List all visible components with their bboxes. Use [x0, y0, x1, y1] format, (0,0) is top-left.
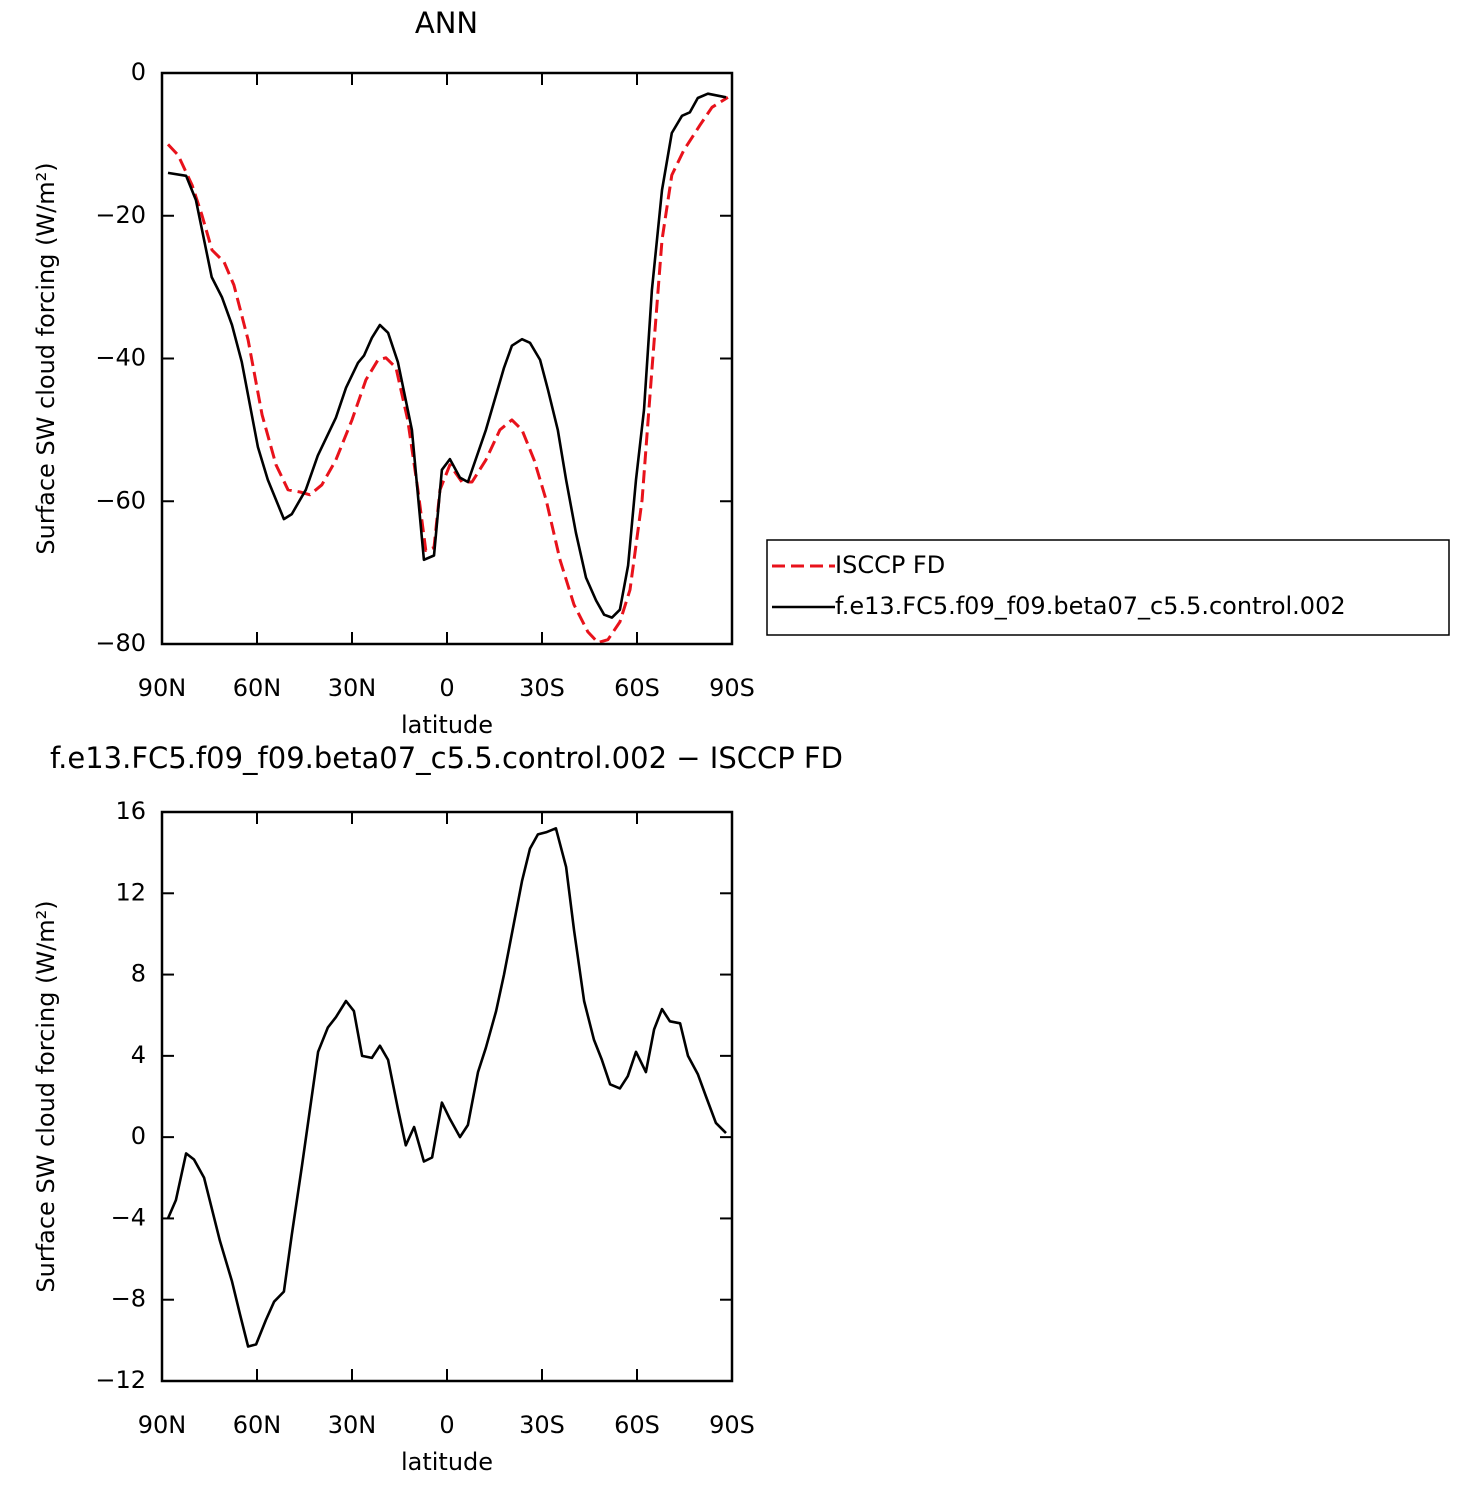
x-tick-label: 60S — [614, 674, 660, 702]
y-tick-label: −80 — [95, 629, 146, 657]
legend-box — [766, 539, 1450, 636]
y-tick-label: −8 — [111, 1285, 146, 1313]
plot-frame — [160, 810, 734, 1383]
x-tick-label: 60S — [614, 1411, 660, 1439]
series-line — [166, 827, 727, 1348]
x-tick-label: 30S — [519, 1411, 565, 1439]
y-axis-label: Surface SW cloud forcing (W/m²) — [32, 900, 60, 1292]
y-tick-label: −4 — [111, 1203, 146, 1231]
x-tick-label: 90N — [138, 1411, 187, 1439]
y-axis-label: Surface SW cloud forcing (W/m²) — [32, 162, 60, 554]
chart-title: ANN — [415, 6, 478, 40]
x-tick-label: 60N — [233, 674, 282, 702]
x-tick-label: 90S — [709, 674, 755, 702]
y-tick-label: 4 — [131, 1041, 146, 1069]
x-tick-label: 0 — [439, 1411, 454, 1439]
x-tick-label: 0 — [439, 674, 454, 702]
legend-label: f.e13.FC5.f09_f09.beta07_c5.5.control.00… — [835, 592, 1346, 620]
plot-frame — [160, 71, 734, 646]
x-axis-label: latitude — [401, 711, 493, 739]
y-tick-label: 12 — [115, 878, 146, 906]
x-tick-label: 30S — [519, 674, 565, 702]
y-tick-label: 16 — [115, 797, 146, 825]
series-line — [166, 96, 729, 645]
x-tick-label: 30N — [328, 1411, 377, 1439]
x-tick-label: 30N — [328, 674, 377, 702]
y-tick-label: −60 — [95, 486, 146, 514]
chart-title: f.e13.FC5.f09_f09.beta07_c5.5.control.00… — [50, 741, 843, 775]
y-tick-label: −20 — [95, 201, 146, 229]
x-tick-label: 90N — [138, 674, 187, 702]
x-tick-label: 90S — [709, 1411, 755, 1439]
x-tick-label: 60N — [233, 1411, 282, 1439]
legend-label: ISCCP FD — [835, 551, 945, 579]
y-tick-label: −12 — [95, 1366, 146, 1394]
y-tick-label: −40 — [95, 344, 146, 372]
y-tick-label: 0 — [131, 1122, 146, 1150]
y-tick-label: 0 — [131, 58, 146, 86]
x-axis-label: latitude — [401, 1448, 493, 1476]
series-line — [167, 92, 727, 619]
y-tick-label: 8 — [131, 960, 146, 988]
